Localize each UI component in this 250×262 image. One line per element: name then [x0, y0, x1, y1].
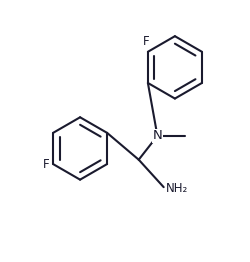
Text: F: F — [143, 35, 150, 48]
Text: F: F — [43, 157, 49, 171]
Text: N: N — [152, 129, 162, 143]
Text: NH₂: NH₂ — [166, 182, 188, 195]
